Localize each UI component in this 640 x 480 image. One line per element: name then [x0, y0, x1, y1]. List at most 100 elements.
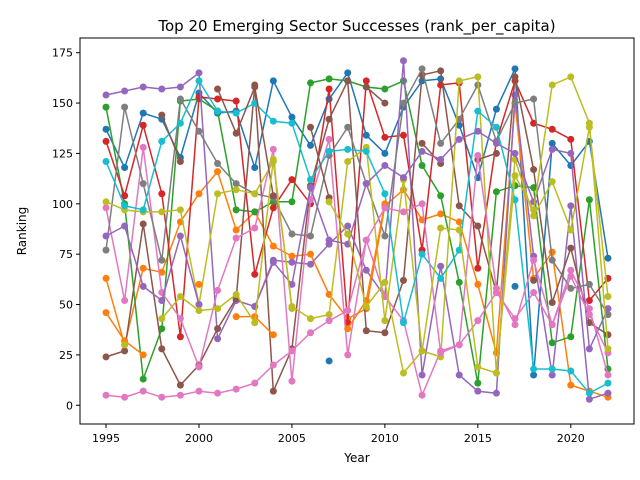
- data-point: [121, 164, 129, 172]
- data-point: [399, 319, 407, 327]
- data-point: [511, 65, 519, 73]
- data-point: [492, 188, 500, 196]
- data-point: [362, 147, 370, 155]
- data-point: [214, 85, 222, 93]
- data-point: [232, 226, 240, 234]
- data-point: [455, 371, 463, 379]
- data-point: [381, 317, 389, 325]
- data-point: [567, 202, 575, 210]
- data-point: [455, 202, 463, 210]
- data-point: [567, 135, 575, 143]
- data-point: [399, 174, 407, 182]
- data-point: [139, 375, 147, 383]
- series-line: [216, 86, 275, 196]
- data-point: [530, 212, 538, 220]
- data-point: [344, 157, 352, 165]
- data-point: [399, 131, 407, 139]
- data-point: [176, 83, 184, 91]
- x-axis: 1995 2000 2005 2010 2015 2020: [92, 424, 585, 445]
- data-point: [214, 160, 222, 168]
- data-point: [474, 73, 482, 81]
- data-point: [195, 77, 203, 85]
- data-point: [121, 297, 129, 305]
- data-point: [269, 117, 277, 125]
- data-point: [530, 95, 538, 103]
- data-point: [437, 139, 445, 147]
- data-point: [232, 109, 240, 117]
- data-point: [567, 333, 575, 341]
- data-point: [158, 315, 166, 323]
- data-point: [474, 317, 482, 325]
- data-point: [399, 276, 407, 284]
- data-point: [548, 339, 556, 347]
- data-point: [399, 186, 407, 194]
- data-point: [325, 311, 333, 319]
- data-point: [288, 258, 296, 266]
- data-point: [567, 149, 575, 157]
- data-point: [232, 206, 240, 214]
- data-point: [418, 65, 426, 73]
- series-line: [105, 225, 200, 305]
- data-point: [548, 299, 556, 307]
- data-point: [251, 208, 259, 216]
- data-point: [139, 264, 147, 272]
- series-line: [254, 130, 609, 350]
- data-point: [102, 125, 110, 133]
- y-tick-label: 50: [59, 299, 73, 312]
- data-point: [548, 321, 556, 329]
- data-point: [232, 97, 240, 105]
- data-point: [176, 232, 184, 240]
- data-point: [325, 198, 333, 206]
- data-point: [251, 319, 259, 327]
- data-point: [362, 77, 370, 85]
- data-point: [418, 147, 426, 155]
- data-point: [381, 162, 389, 170]
- series-line: [161, 114, 182, 162]
- data-point: [492, 284, 500, 292]
- data-point: [325, 115, 333, 123]
- data-point: [325, 75, 333, 83]
- data-point: [307, 260, 315, 268]
- data-point: [492, 149, 500, 157]
- data-point: [418, 200, 426, 208]
- x-tick-label: 2000: [185, 432, 213, 445]
- data-point: [474, 387, 482, 395]
- data-point: [176, 381, 184, 389]
- data-point: [121, 393, 129, 401]
- data-point: [195, 127, 203, 135]
- data-point: [548, 139, 556, 147]
- data-point: [381, 204, 389, 212]
- data-point: [381, 190, 389, 198]
- data-point: [381, 133, 389, 141]
- data-point: [307, 250, 315, 258]
- data-point: [437, 67, 445, 75]
- data-point: [585, 389, 593, 397]
- data-point: [102, 157, 110, 165]
- data-point: [530, 119, 538, 127]
- data-point: [344, 69, 352, 77]
- data-point: [399, 99, 407, 107]
- data-point: [121, 103, 129, 111]
- y-tick-label: 75: [59, 248, 73, 261]
- data-point: [307, 123, 315, 131]
- series-15: [102, 151, 612, 401]
- data-point: [344, 307, 352, 315]
- data-point: [511, 149, 519, 157]
- data-point: [474, 379, 482, 387]
- data-point: [362, 236, 370, 244]
- x-tick-label: 2020: [557, 432, 585, 445]
- data-point: [288, 113, 296, 121]
- data-point: [139, 83, 147, 91]
- data-point: [604, 331, 612, 339]
- data-point: [288, 280, 296, 288]
- data-point: [121, 202, 129, 210]
- data-point: [102, 91, 110, 99]
- y-axis: 0 25 50 75 100 125 150 175: [52, 47, 80, 412]
- data-point: [548, 81, 556, 89]
- data-point: [288, 252, 296, 260]
- data-point: [158, 297, 166, 305]
- data-point: [288, 176, 296, 184]
- data-point: [362, 266, 370, 274]
- data-point: [455, 77, 463, 85]
- data-point: [288, 305, 296, 313]
